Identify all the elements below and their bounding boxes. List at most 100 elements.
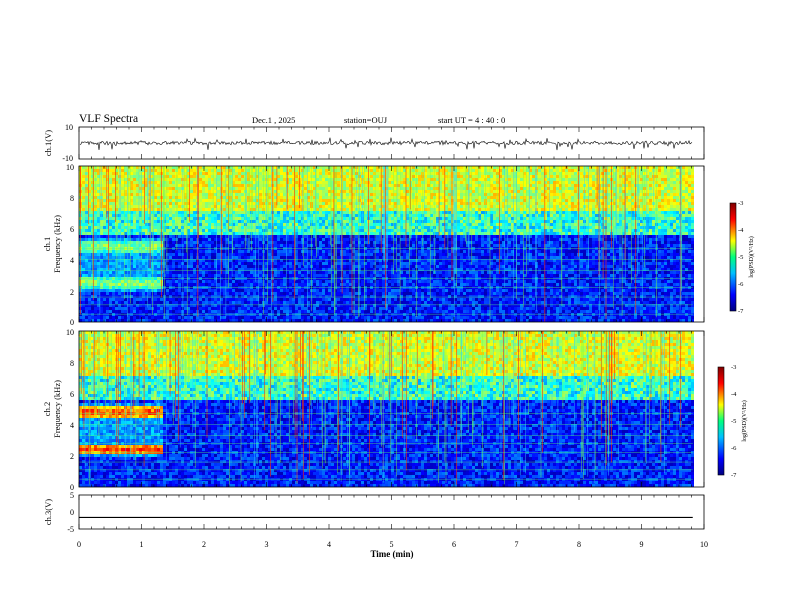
spectrogram-cell [169,214,172,217]
spectrogram-cell [352,268,355,271]
spectrogram-cell [211,166,214,169]
spectrogram-cell [340,310,343,313]
spectrogram-cell [136,205,139,208]
spectrogram-cell [322,298,325,301]
spectrogram-cell [133,259,136,262]
spectrogram-cell [148,235,151,238]
spectrogram-cell [97,256,100,259]
spectrogram-cell [328,205,331,208]
spectrogram-cell [184,250,187,253]
spectrogram-cell [337,316,340,319]
spectrogram-cell [280,181,283,184]
spectrogram-cell [319,292,322,295]
spectrogram-cell [259,262,262,265]
spectrogram-cell [115,268,118,271]
spectrogram-cell [364,232,367,235]
spectrogram-cell [361,274,364,277]
spectrogram-cell [226,214,229,217]
spectrogram-cell [268,184,271,187]
spectrogram-cell [184,181,187,184]
spectrogram-cell [217,190,220,193]
spectrogram-cell [217,289,220,292]
spectrogram-cell [334,166,337,169]
spectrogram-cell [265,259,268,262]
spectrogram-cell [232,265,235,268]
spectrogram-cell [94,283,97,286]
spectrogram-cell [304,214,307,217]
spectrogram-cell [295,259,298,262]
spectrogram-cell [124,304,127,307]
spectrogram-cell [307,319,310,322]
spectrogram-cell [184,268,187,271]
spectrogram-cell [343,319,346,322]
spectrogram-cell [193,238,196,241]
spectrogram-cell [166,226,169,229]
spectrogram-cell [232,202,235,205]
spectrogram-cell [109,187,112,190]
spectrogram-cell [349,301,352,304]
spectrogram-cell [259,211,262,214]
spectrogram-cell [82,202,85,205]
spectrogram-cell [337,184,340,187]
spectrogram-cell [253,175,256,178]
spectrogram-cell [283,211,286,214]
spectrogram-cell [241,265,244,268]
spectrogram-cell [106,202,109,205]
spectrogram-cell [250,316,253,319]
spectrogram-cell [184,208,187,211]
spectrogram-cell [244,262,247,265]
spectrogram-cell [256,232,259,235]
spectrogram-cell [334,196,337,199]
spectrogram-cell [175,214,178,217]
spectrogram-cell [187,301,190,304]
spectrogram-cell [109,238,112,241]
spectrogram-cell [205,271,208,274]
spectrogram-cell [184,319,187,322]
spectrogram-cell [256,187,259,190]
spectrogram-cell [172,301,175,304]
spectrogram-cell [205,202,208,205]
spectrogram-cell [136,169,139,172]
spectrogram-cell [283,229,286,232]
spectrogram-cell [307,214,310,217]
spectrogram-cell [88,259,91,262]
spectrogram-cell [160,316,163,319]
spectrogram-cell [91,289,94,292]
spectrogram-cell [283,274,286,277]
spectrogram-cell [112,283,115,286]
spectrogram-cell [193,184,196,187]
spectrogram-cell [145,274,148,277]
spectrogram-cell [295,202,298,205]
spectrogram-cell [163,187,166,190]
spectrogram-cell [106,241,109,244]
spectrogram-cell [319,241,322,244]
spectrogram-cell [331,289,334,292]
spectrogram-cell [355,208,358,211]
spectrogram-cell [109,220,112,223]
spectrogram-cell [250,319,253,322]
spectrogram-cell [142,169,145,172]
spectrogram-cell [118,214,121,217]
spectrogram-cell [358,319,361,322]
spectrogram-cell [88,250,91,253]
spectrogram-cell [346,289,349,292]
spectrogram-cell [181,310,184,313]
spectrogram-cell [118,292,121,295]
spectrogram-cell [175,196,178,199]
spectrogram-cell [247,265,250,268]
spectrogram-cell [238,265,241,268]
spectrogram-cell [331,226,334,229]
spectrogram-cell [187,316,190,319]
spectrogram-cell [289,256,292,259]
spectrogram-cell [100,178,103,181]
spectrogram-cell [223,292,226,295]
spectrogram-cell [274,199,277,202]
spectrogram-cell [124,241,127,244]
spectrogram-cell [313,268,316,271]
spectrogram-cell [235,268,238,271]
spectrogram-cell [187,310,190,313]
spectrogram-cell [190,298,193,301]
spectrogram-cell [322,310,325,313]
spectrogram-cell [124,283,127,286]
spectrogram-cell [223,238,226,241]
